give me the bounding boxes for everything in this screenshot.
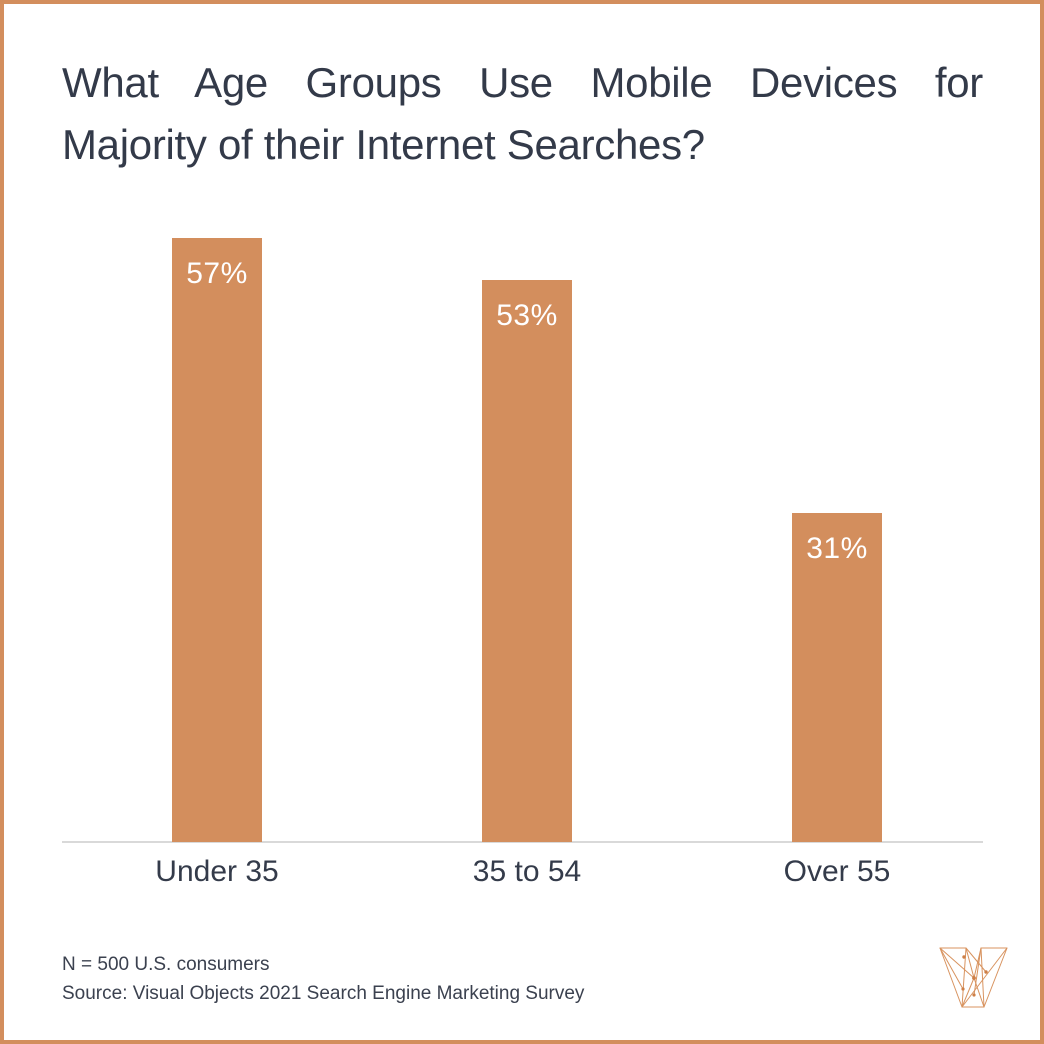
footnote-sample-size: N = 500 U.S. consumers — [62, 954, 270, 975]
bar-chart: 57% Under 35 53% 35 to 54 31% Over 55 — [4, 4, 1040, 1040]
x-axis-label: 35 to 54 — [472, 855, 582, 888]
x-axis-line — [62, 841, 983, 843]
footnote-source: Source: Visual Objects 2021 Search Engin… — [62, 983, 585, 1004]
footnote: N = 500 U.S. consumers Source: Visual Ob… — [62, 950, 584, 1008]
x-axis-label: Under 35 — [155, 855, 279, 888]
bar-value-label: 53% — [496, 299, 558, 332]
visual-objects-logo-icon — [933, 943, 1013, 1015]
bar: 53% — [482, 280, 572, 842]
chart-title: What Age Groups Use Mobile Devices for M… — [62, 52, 983, 176]
bar: 57% — [172, 238, 262, 842]
chart-title-line1: What Age Groups Use Mobile Devices for — [62, 59, 983, 106]
bar-value-label: 31% — [806, 532, 868, 565]
chart-title-line2: Majority of their Internet Searches? — [62, 121, 705, 168]
bar: 31% — [792, 513, 882, 842]
bar-value-label: 57% — [186, 257, 248, 290]
x-axis-label: Over 55 — [783, 855, 891, 888]
